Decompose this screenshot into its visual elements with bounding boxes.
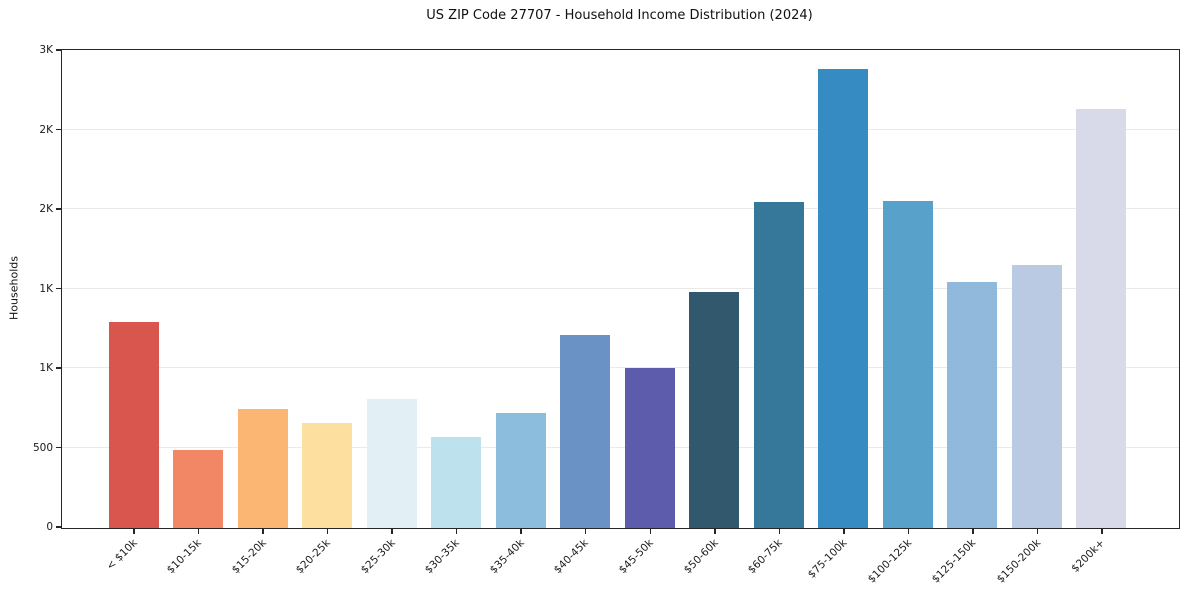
- x-tick-label-text: $40-45k: [552, 537, 592, 577]
- x-tick-mark: [197, 528, 200, 534]
- x-tick-mark: [843, 528, 845, 534]
- bar: [495, 413, 546, 528]
- x-tick-label-text: < $10k: [103, 537, 140, 573]
- x-tick-mark: [133, 528, 135, 534]
- x-tick-mark: [649, 528, 651, 534]
- y-tick-label: 1K: [39, 282, 53, 295]
- y-gridline: [61, 128, 1179, 130]
- bar: [302, 422, 353, 528]
- bar: [818, 68, 869, 528]
- x-tick-mark: [262, 528, 264, 534]
- x-tick-mark: [455, 528, 458, 534]
- plot-area: [60, 48, 1180, 529]
- bar: [882, 200, 933, 528]
- x-tick-mark: [778, 528, 781, 534]
- chart-title: US ZIP Code 27707 - Household Income Dis…: [426, 8, 813, 23]
- bar: [753, 202, 804, 528]
- x-tick-label-text: $75-100k: [805, 537, 850, 581]
- x-tick-label-text: $150-200k: [994, 537, 1043, 586]
- bar: [624, 367, 675, 528]
- x-tick-mark: [584, 528, 587, 534]
- x-tick-label-text: $25-30k: [358, 537, 398, 577]
- y-tick-label: 500: [32, 441, 53, 454]
- x-tick-label-text: $100-125k: [865, 537, 914, 586]
- bar: [560, 335, 611, 528]
- y-tick-mark: [55, 287, 61, 290]
- x-tick-mark: [1101, 528, 1103, 534]
- x-tick-label-text: $50-60k: [681, 537, 721, 577]
- bar: [1011, 265, 1062, 528]
- x-tick-label-text: $125-150k: [929, 537, 979, 586]
- x-tick-label-text: $30-35k: [423, 537, 463, 577]
- y-gridline: [61, 287, 1179, 289]
- y-tick-label: 1K: [39, 362, 53, 374]
- y-tick-mark: [55, 446, 61, 449]
- x-tick-mark: [972, 528, 974, 534]
- y-gridline: [61, 208, 1179, 209]
- y-gridline: [61, 446, 1179, 448]
- y-tick-mark: [55, 526, 61, 528]
- y-tick-mark: [55, 128, 61, 131]
- y-tick-mark: [55, 49, 61, 51]
- bar: [173, 449, 224, 528]
- y-tick-label: 2K: [39, 203, 53, 215]
- x-tick-label-text: $20-25k: [293, 537, 334, 577]
- x-tick-mark: [326, 528, 329, 534]
- bar: [366, 398, 417, 528]
- x-tick-mark: [1036, 528, 1039, 534]
- y-gridline: [61, 367, 1179, 368]
- bar: [108, 321, 159, 528]
- y-tick-label: 3K: [39, 44, 53, 56]
- x-tick-label-text: $35-40k: [487, 537, 527, 577]
- x-tick-mark: [907, 528, 910, 534]
- bar: [947, 281, 998, 528]
- x-tick-label-text: $200k+: [1069, 537, 1108, 575]
- y-tick-label: 2K: [39, 123, 53, 136]
- bar: [1076, 108, 1127, 528]
- x-tick-label-text: $10-15k: [164, 537, 205, 577]
- x-tick-mark: [520, 528, 522, 534]
- x-tick-label-text: $45-50k: [616, 537, 656, 577]
- bar: [689, 292, 740, 528]
- y-tick-mark: [55, 208, 61, 210]
- x-tick-label-text: $60-75k: [745, 537, 785, 577]
- y-tick-mark: [55, 367, 61, 369]
- bar: [431, 436, 482, 528]
- x-tick-label-text: $15-20k: [229, 537, 269, 577]
- bar: [237, 409, 288, 528]
- x-tick-mark: [391, 528, 393, 534]
- x-tick-mark: [714, 528, 716, 534]
- y-tick-label: 0: [46, 521, 53, 533]
